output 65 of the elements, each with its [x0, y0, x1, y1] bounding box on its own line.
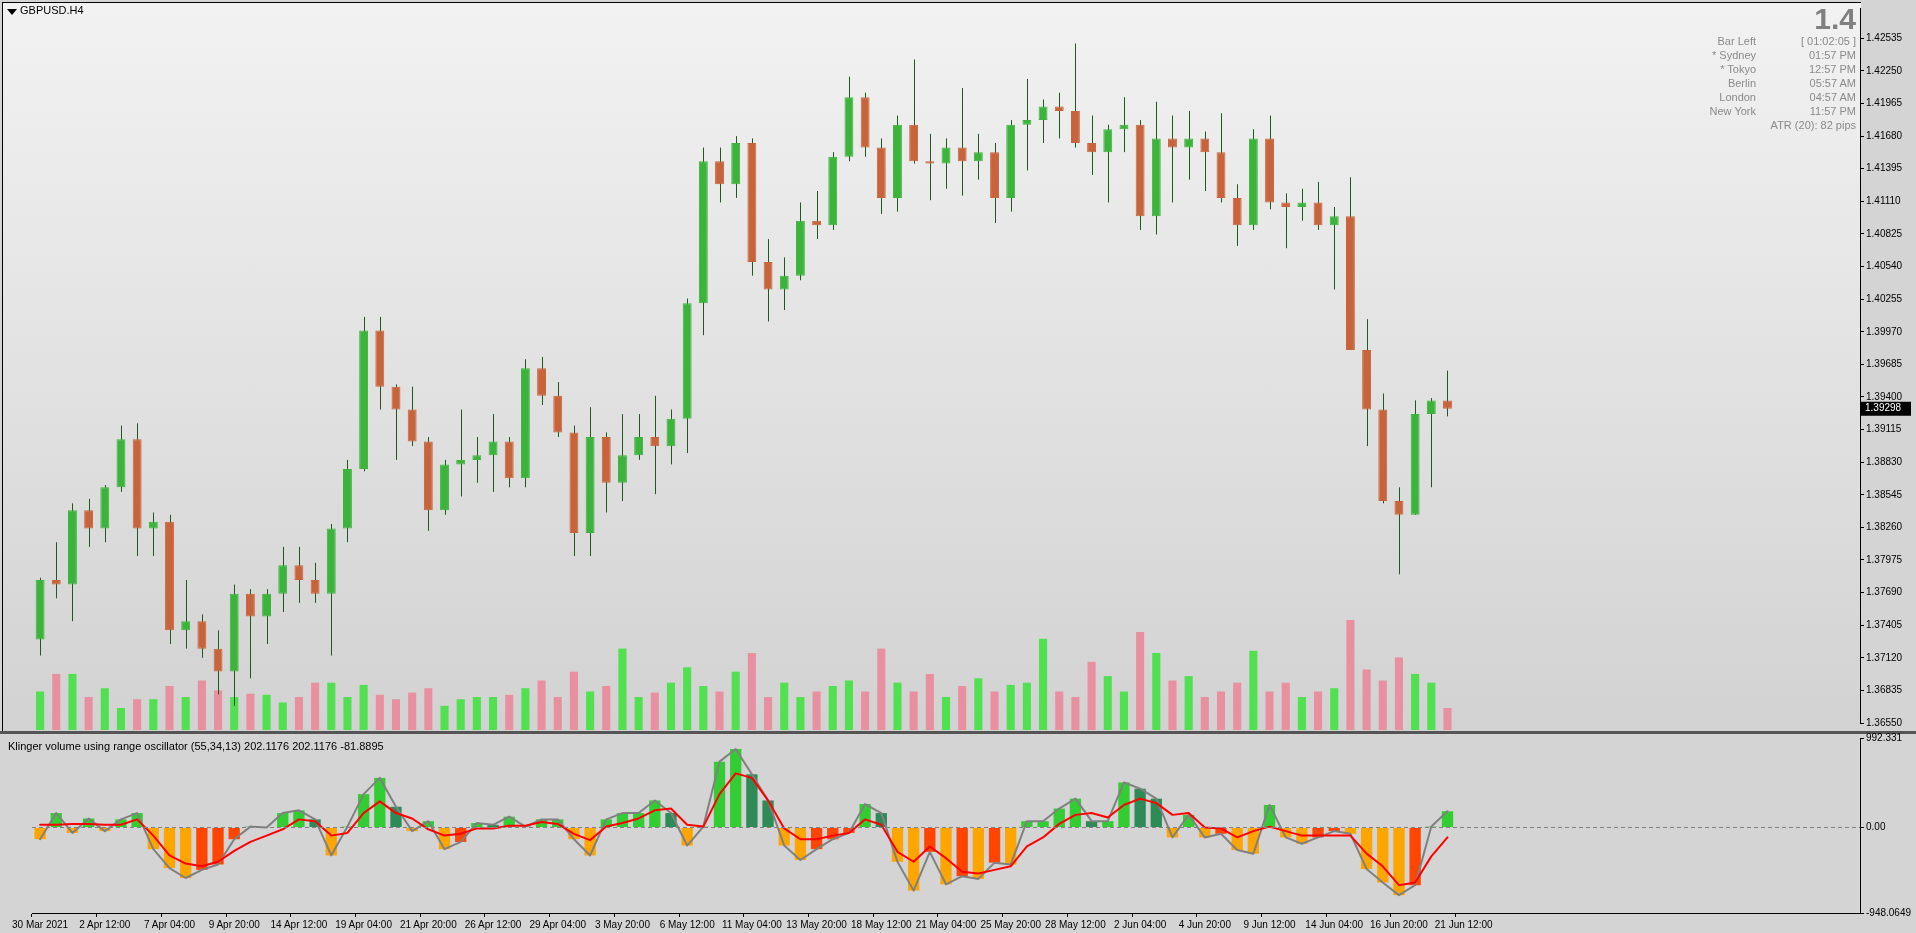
- y-tick-label: 1.37405: [1866, 618, 1903, 630]
- y-tick-label: 1.41680: [1866, 129, 1903, 141]
- y-tick-label: 992.331: [1866, 731, 1903, 743]
- x-tick-label: 18 May 12:00: [850, 918, 913, 930]
- annotation: London: [1718, 90, 1756, 104]
- y-tick-label: 1.37975: [1866, 553, 1903, 565]
- y-tick-label: 1.38260: [1866, 521, 1903, 533]
- annotation: 04:57 AM: [1808, 90, 1856, 104]
- x-tick-label: 14 Apr 12:00: [270, 918, 328, 930]
- x-tick-label: 16 Jun 20:00: [1370, 918, 1429, 930]
- x-tick-label: 3 May 20:00: [594, 918, 651, 930]
- x-tick-label: 19 Apr 04:00: [335, 918, 393, 930]
- y-tick-label: 1.40540: [1866, 260, 1903, 272]
- chart-title: Klinger volume using range oscillator (55,34,13) 202.1176 202.1176 -81.8895: [8, 740, 384, 752]
- annotation: Berlin: [1726, 76, 1756, 90]
- y-tick-label: 1.41395: [1866, 162, 1903, 174]
- annotation: * Tokyo: [1719, 62, 1756, 76]
- y-tick-label: 1.42250: [1866, 64, 1903, 76]
- x-tick-label: 9 Jun 12:00: [1243, 918, 1297, 930]
- annotation: 1.4: [1813, 2, 1856, 35]
- y-tick-label: 1.42535: [1866, 32, 1903, 44]
- x-tick-label: 6 May 12:00: [659, 918, 716, 930]
- annotation: * Sydney: [1710, 48, 1756, 62]
- x-tick-label: 21 Jun 12:00: [1434, 918, 1494, 930]
- x-tick-label: 29 Apr 04:00: [529, 918, 587, 930]
- annotation: 01:57 PM: [1807, 48, 1856, 62]
- annotation: 12:57 PM: [1807, 62, 1856, 76]
- x-tick-label: 21 Apr 20:00: [399, 918, 458, 930]
- y-tick-label: 1.36550: [1866, 716, 1903, 728]
- annotation: 05:57 AM: [1808, 76, 1856, 90]
- y-tick-label: 1.39685: [1866, 358, 1903, 370]
- y-tick-label: 1.36835: [1866, 684, 1903, 696]
- y-tick-label: 1.40825: [1866, 227, 1903, 239]
- y-tick-label: -948.0649: [1866, 906, 1912, 918]
- x-tick-label: 21 May 04:00: [915, 918, 977, 930]
- x-tick-label: 30 Mar 2021: [12, 918, 69, 930]
- annotation: New York: [1709, 104, 1756, 118]
- x-tick-label: 4 Jun 20:00: [1178, 918, 1232, 930]
- y-tick-label: 1.37120: [1866, 651, 1903, 663]
- annotation: 11:57 PM: [1808, 104, 1856, 118]
- x-tick-label: 11 May 04:00: [721, 918, 783, 930]
- x-tick-label: 26 Apr 12:00: [464, 918, 522, 930]
- y-tick-label: 1.41965: [1866, 97, 1903, 109]
- x-tick-label: 13 May 20:00: [786, 918, 848, 930]
- chart-title: GBPUSD.H4: [20, 4, 84, 16]
- y-tick-label: 1.38545: [1866, 488, 1903, 500]
- x-tick-label: 2 Jun 04:00: [1113, 918, 1167, 930]
- y-tick-label: 1.41110: [1866, 195, 1902, 207]
- y-tick-label: 1.38830: [1866, 455, 1903, 467]
- x-tick-label: 7 Apr 04:00: [143, 918, 196, 930]
- y-tick-label: 1.39970: [1866, 325, 1903, 337]
- y-tick-label: 1.40255: [1866, 292, 1903, 304]
- annotation: ATR (20): 82 pips: [1769, 118, 1856, 132]
- annotation: [ 01:02:05 ]: [1799, 34, 1856, 48]
- x-tick-label: 2 Apr 12:00: [79, 918, 131, 930]
- y-tick-label: 1.39400: [1866, 390, 1903, 402]
- annotation: Bar Left: [1716, 34, 1756, 48]
- text: 1.39298: [1865, 402, 1902, 414]
- y-tick-label: 1.39115: [1866, 423, 1902, 435]
- x-tick-label: 9 Apr 20:00: [208, 918, 261, 930]
- x-tick-label: 28 May 12:00: [1045, 918, 1107, 930]
- y-tick-label: 0.00: [1866, 821, 1886, 833]
- y-tick-label: 1.37690: [1866, 586, 1903, 598]
- x-tick-label: 25 May 20:00: [980, 918, 1042, 930]
- x-tick-label: 14 Jun 04:00: [1305, 918, 1364, 930]
